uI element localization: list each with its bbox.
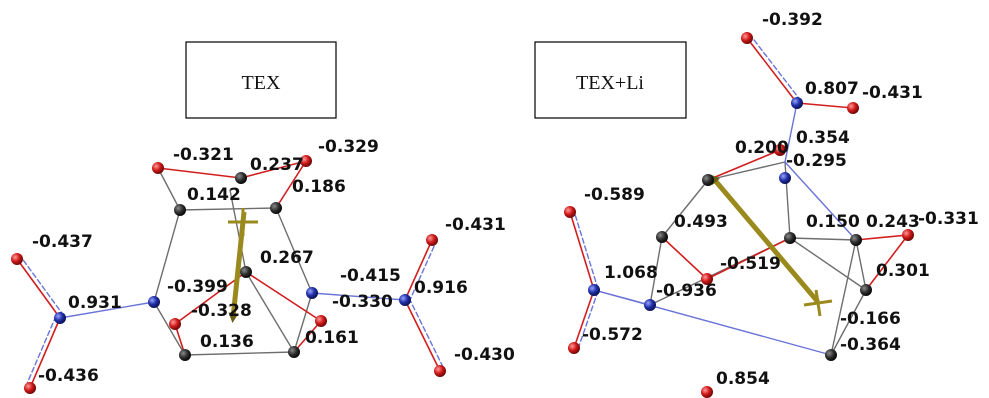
title-box (185, 41, 337, 119)
charge-labels: -0.321 0.237 -0.329 0.142 0.186 -0.431 -… (32, 137, 515, 386)
charge-label: -0.936 (656, 281, 717, 301)
dipole-arrow (709, 174, 833, 317)
charge-label: -0.329 (318, 137, 379, 157)
bonds (569, 35, 909, 356)
charge-label: 0.301 (876, 261, 930, 281)
panel-title: TEX (242, 72, 281, 94)
charge-label: 0.807 (805, 79, 859, 99)
charge-label: 0.161 (305, 328, 359, 348)
charge-label: 0.186 (292, 177, 346, 197)
charge-label: -0.392 (762, 10, 823, 30)
charge-label: -0.321 (173, 145, 234, 165)
charge-label: 0.150 (806, 212, 860, 232)
charge-label: -0.431 (445, 215, 506, 235)
charge-label: 0.142 (187, 185, 241, 205)
charge-label: -0.295 (786, 151, 847, 171)
charge-label: -0.330 (332, 292, 393, 312)
charge-label: -0.331 (918, 209, 979, 229)
panel-title: TEX+Li (576, 72, 644, 94)
charge-label: 0.916 (414, 278, 468, 298)
panel-tex-li: TEX+Li (534, 10, 979, 398)
charge-label: -0.437 (32, 232, 93, 252)
bonds (16, 160, 445, 389)
charge-label: -0.166 (840, 309, 901, 329)
charge-label: -0.572 (582, 325, 643, 345)
title-box (534, 41, 687, 119)
charge-label: 0.493 (674, 212, 728, 232)
dipole-arrow (228, 208, 258, 323)
charge-label: 0.354 (796, 128, 850, 148)
charge-label: -0.436 (38, 366, 99, 386)
charge-label: 0.136 (200, 332, 254, 352)
charge-label: 0.267 (260, 248, 314, 268)
panel-tex: TEX (11, 41, 515, 394)
charge-label: -0.431 (862, 83, 923, 103)
atoms (11, 155, 446, 394)
charge-label: -0.589 (584, 185, 645, 205)
charge-label: 0.931 (68, 293, 122, 313)
charge-label: -0.519 (720, 254, 781, 274)
charge-label: 0.854 (716, 369, 770, 389)
charge-label: 0.243 (866, 212, 920, 232)
charge-label: 0.237 (250, 155, 304, 175)
charge-label: -0.328 (191, 301, 252, 321)
atoms (564, 32, 914, 398)
charge-label: 0.200 (735, 138, 789, 158)
charge-label: -0.364 (840, 335, 901, 355)
charge-label: -0.415 (340, 266, 401, 286)
charge-labels: -0.392 0.807 -0.431 0.200 0.354 -0.295 -… (582, 10, 979, 389)
charge-label: 1.068 (604, 263, 658, 283)
charge-label: -0.399 (167, 277, 228, 297)
charge-label: -0.430 (454, 345, 515, 365)
